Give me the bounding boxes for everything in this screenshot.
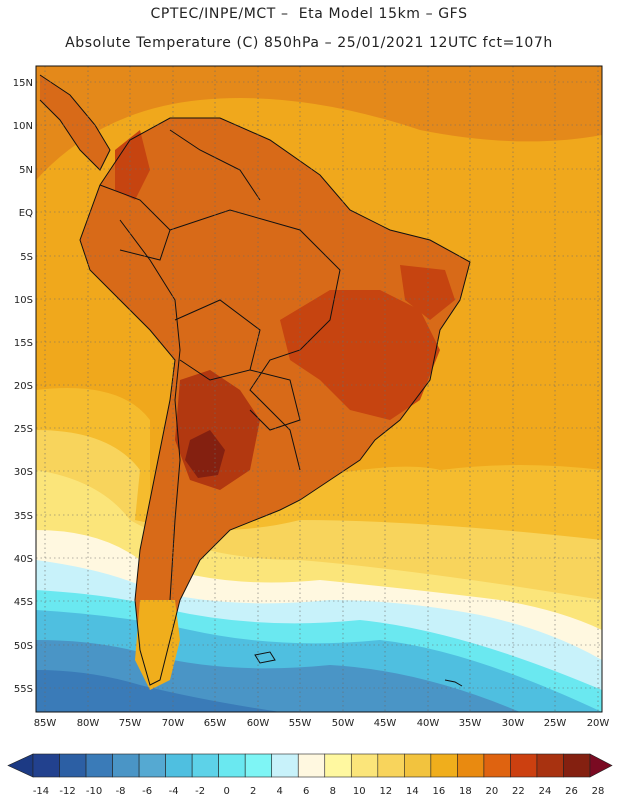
field-hot-andes-north [115, 130, 150, 200]
colorbar-swatch [563, 753, 591, 778]
colorbar-swatch [404, 753, 432, 778]
lat-label: 40S [14, 554, 33, 565]
colorbar-swatch [218, 753, 246, 778]
colorbar-swatch [297, 753, 326, 778]
lat-label: 35S [14, 511, 33, 522]
lon-axis: 85W 80W 75W 70W 65W 60W 55W 50W 45W 40W … [34, 718, 610, 729]
island-falklands [254, 651, 276, 664]
colorbar-label: 20 [486, 786, 499, 797]
map-title-line2: Absolute Temperature (C) 850hPa – 25/01/… [65, 35, 553, 51]
lat-axis: 15N 10N 5N EQ 5S 10S 15S 20S 25S 30S 35S… [13, 78, 33, 695]
lat-label: 15N [13, 78, 33, 89]
lat-label: 45S [14, 597, 33, 608]
colorbar-swatch [430, 753, 458, 778]
colorbar-swatch [324, 753, 352, 778]
island-georgia [444, 679, 463, 687]
colorbar-label: 28 [592, 786, 605, 797]
field-band-m8 [36, 670, 280, 712]
coastline-south-america [79, 117, 471, 686]
lon-label: 80W [77, 718, 100, 729]
colorbar-swatch [138, 753, 166, 778]
colorbar-label: -10 [86, 786, 102, 797]
colorbar: -14 -12 -10 -8 -6 -4 -2 0 2 4 6 8 10 12 14 16 18 20 22 24 26… [7, 753, 613, 797]
colorbar-swatch [85, 753, 113, 778]
colorbar-label: 8 [330, 786, 336, 797]
colorbar-label: 16 [432, 786, 445, 797]
colorbar-label: -12 [59, 786, 75, 797]
lon-label: 60W [247, 718, 270, 729]
lon-label: 65W [204, 718, 227, 729]
border-brazil [169, 209, 341, 471]
colorbar-swatch [271, 753, 299, 778]
colorbar-label: 0 [223, 786, 229, 797]
lat-label: 5S [20, 252, 33, 263]
lat-label: 30S [14, 467, 33, 478]
lon-label: 45W [374, 718, 397, 729]
colorbar-label: 14 [406, 786, 419, 797]
colorbar-label: 26 [565, 786, 578, 797]
colorbar-label: 22 [512, 786, 525, 797]
colorbar-swatch [32, 753, 60, 778]
lat-label: 5N [19, 165, 33, 176]
colorbar-low-arrow [7, 753, 34, 778]
land-central-america [40, 75, 110, 170]
border-venezuela [169, 129, 261, 201]
colorbar-label: 2 [250, 786, 256, 797]
lat-label: 15S [14, 338, 33, 349]
colorbar-label: 18 [459, 786, 472, 797]
lat-label: EQ [19, 208, 33, 219]
lat-label: 55S [14, 684, 33, 695]
colorbar-swatch [244, 753, 273, 778]
lat-label: 10N [13, 121, 33, 132]
map-title-line1: CPTEC/INPE/MCT – Eta Model 15km – GFS [150, 6, 468, 22]
colorbar-swatch [510, 753, 538, 778]
lon-label: 20W [587, 718, 610, 729]
colorbar-swatch [112, 753, 140, 778]
field-hot-northeast [400, 265, 455, 320]
colorbar-label: -8 [116, 786, 126, 797]
colorbar-swatch [536, 753, 564, 778]
border-andes [119, 219, 181, 601]
colorbar-label: 6 [303, 786, 309, 797]
lon-label: 40W [417, 718, 440, 729]
lon-label: 70W [162, 718, 185, 729]
field-north-warm [36, 66, 602, 180]
map-frame [35, 65, 603, 713]
colorbar-high-arrow [589, 753, 613, 778]
field-hottest-core [185, 430, 225, 478]
land-south-america [80, 118, 470, 685]
colorbar-label: -6 [142, 786, 152, 797]
border-bolivia [174, 299, 261, 381]
colorbar-swatch [165, 753, 193, 778]
border-colombia [99, 184, 171, 261]
colorbar-label: 4 [277, 786, 283, 797]
lat-label: 25S [14, 424, 33, 435]
lon-label: 75W [119, 718, 142, 729]
field-hot-brazil [280, 290, 440, 420]
lon-label: 30W [502, 718, 525, 729]
colorbar-swatch [191, 753, 219, 778]
colorbar-label: 10 [353, 786, 366, 797]
colorbar-label: -4 [169, 786, 179, 797]
colorbar-label: 24 [539, 786, 552, 797]
lat-label: 20S [14, 381, 33, 392]
colorbar-label: -2 [195, 786, 205, 797]
lon-label: 85W [34, 718, 57, 729]
colorbar-swatch [457, 753, 485, 778]
colorbar-label: 12 [379, 786, 392, 797]
colorbar-swatch [350, 753, 379, 778]
temperature-field [36, 66, 602, 712]
lat-label: 50S [14, 641, 33, 652]
lon-label: 25W [544, 718, 567, 729]
border-paraguay [249, 369, 301, 431]
colorbar-swatch [59, 753, 87, 778]
lon-label: 35W [459, 718, 482, 729]
lat-label: 10S [14, 295, 33, 306]
lon-label: 55W [289, 718, 312, 729]
colorbar-label: -14 [33, 786, 49, 797]
colorbar-swatch [483, 753, 511, 778]
colorbar-swatch [377, 753, 405, 778]
lon-label: 50W [332, 718, 355, 729]
